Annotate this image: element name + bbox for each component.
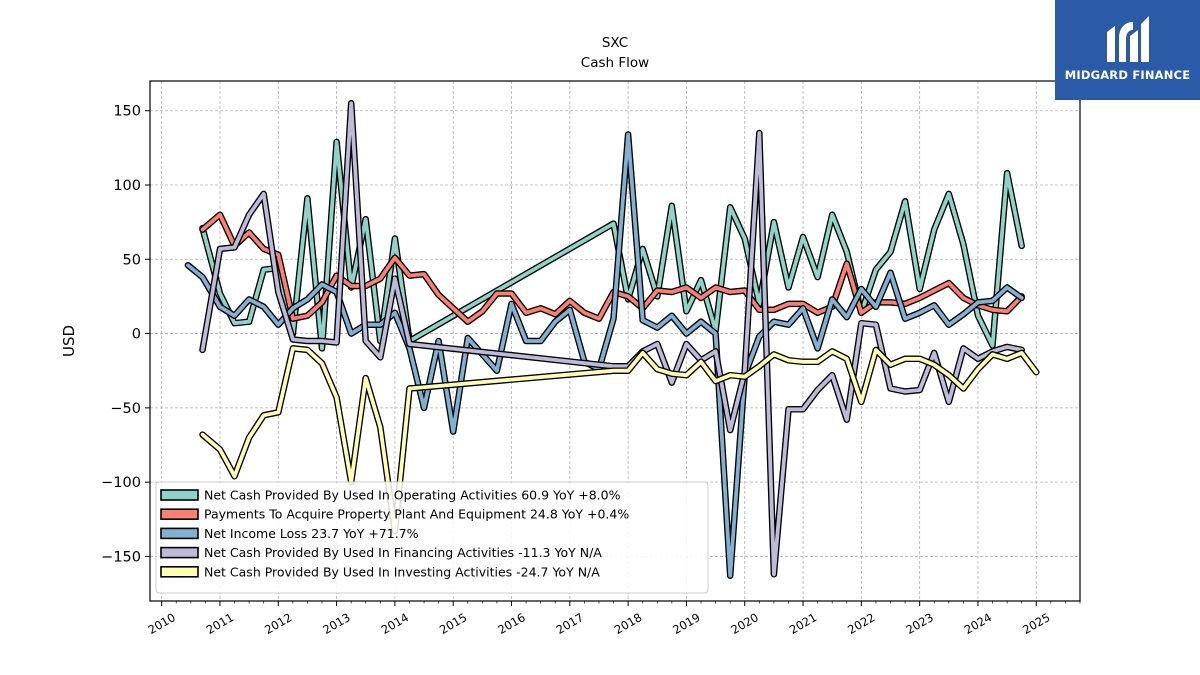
series-line: [200, 346, 1039, 534]
x-axis: 2010 2011 2012 2013 2014 2015 2016 2017 2018 2019…: [145, 601, 1081, 637]
legend-swatch: [160, 508, 199, 521]
x-tick-label: 2019: [670, 610, 702, 637]
x-tick-label: 2023: [903, 610, 935, 637]
chart-subtitle: Cash Flow: [581, 55, 649, 71]
y-tick-label: 150: [113, 104, 141, 120]
series-line: [200, 101, 1024, 577]
legend: Net Cash Provided By Used In Operating A…: [155, 481, 709, 594]
legend-swatch: [160, 527, 199, 540]
legend-swatch: [160, 546, 199, 559]
plot-area: [149, 80, 1081, 602]
x-tick-label: 2013: [320, 610, 352, 637]
chart-title: SXC: [602, 35, 628, 51]
logo-text: MIDGARD FINANCE: [1064, 68, 1191, 82]
legend-entry-label: Payments To Acquire Property Plant And E…: [204, 507, 629, 522]
x-tick-label: 2018: [612, 610, 644, 637]
x-tick-label: 2017: [554, 610, 586, 637]
x-tick-label: 2020: [729, 610, 761, 637]
series-lines: [184, 100, 1040, 579]
x-tick-label: 2016: [495, 610, 527, 637]
x-tick-label: 2010: [145, 610, 177, 637]
y-tick-label: −100: [101, 475, 141, 491]
y-axis-label: USD: [60, 325, 78, 357]
x-tick-label: 2025: [1020, 610, 1052, 637]
x-tick-label: 2021: [787, 610, 819, 637]
x-tick-label: 2014: [379, 610, 411, 637]
x-tick-label: 2022: [845, 610, 877, 637]
y-axis: 150 100 50 0 −50 −100 −150: [101, 104, 150, 565]
y-tick-label: 100: [113, 178, 141, 194]
brand-logo: MIDGARD FINANCE: [1055, 0, 1200, 100]
midgard-logo-icon: [1107, 16, 1149, 62]
legend-entry-label: Net Cash Provided By Used In Financing A…: [204, 545, 602, 560]
x-tick-label: 2011: [204, 610, 236, 637]
x-tick-label: 2024: [962, 610, 994, 637]
legend-entry-label: Net Cash Provided By Used In Operating A…: [204, 488, 621, 503]
legend-swatch: [160, 489, 199, 501]
legend-box: [155, 481, 709, 594]
legend-swatch: [160, 565, 199, 578]
series-line: [185, 132, 1024, 578]
y-tick-label: 0: [132, 327, 141, 343]
x-tick-label: 2015: [437, 610, 469, 637]
legend-entry-label: Net Income Loss 23.7 YoY +71.7%: [204, 526, 419, 541]
series-line: [200, 139, 1024, 351]
y-tick-label: 50: [123, 252, 141, 268]
x-tick-label: 2012: [262, 610, 294, 637]
legend-entry-label: Net Cash Provided By Used In Investing A…: [204, 564, 600, 579]
y-tick-label: −150: [101, 549, 141, 565]
y-tick-label: −50: [110, 401, 141, 417]
